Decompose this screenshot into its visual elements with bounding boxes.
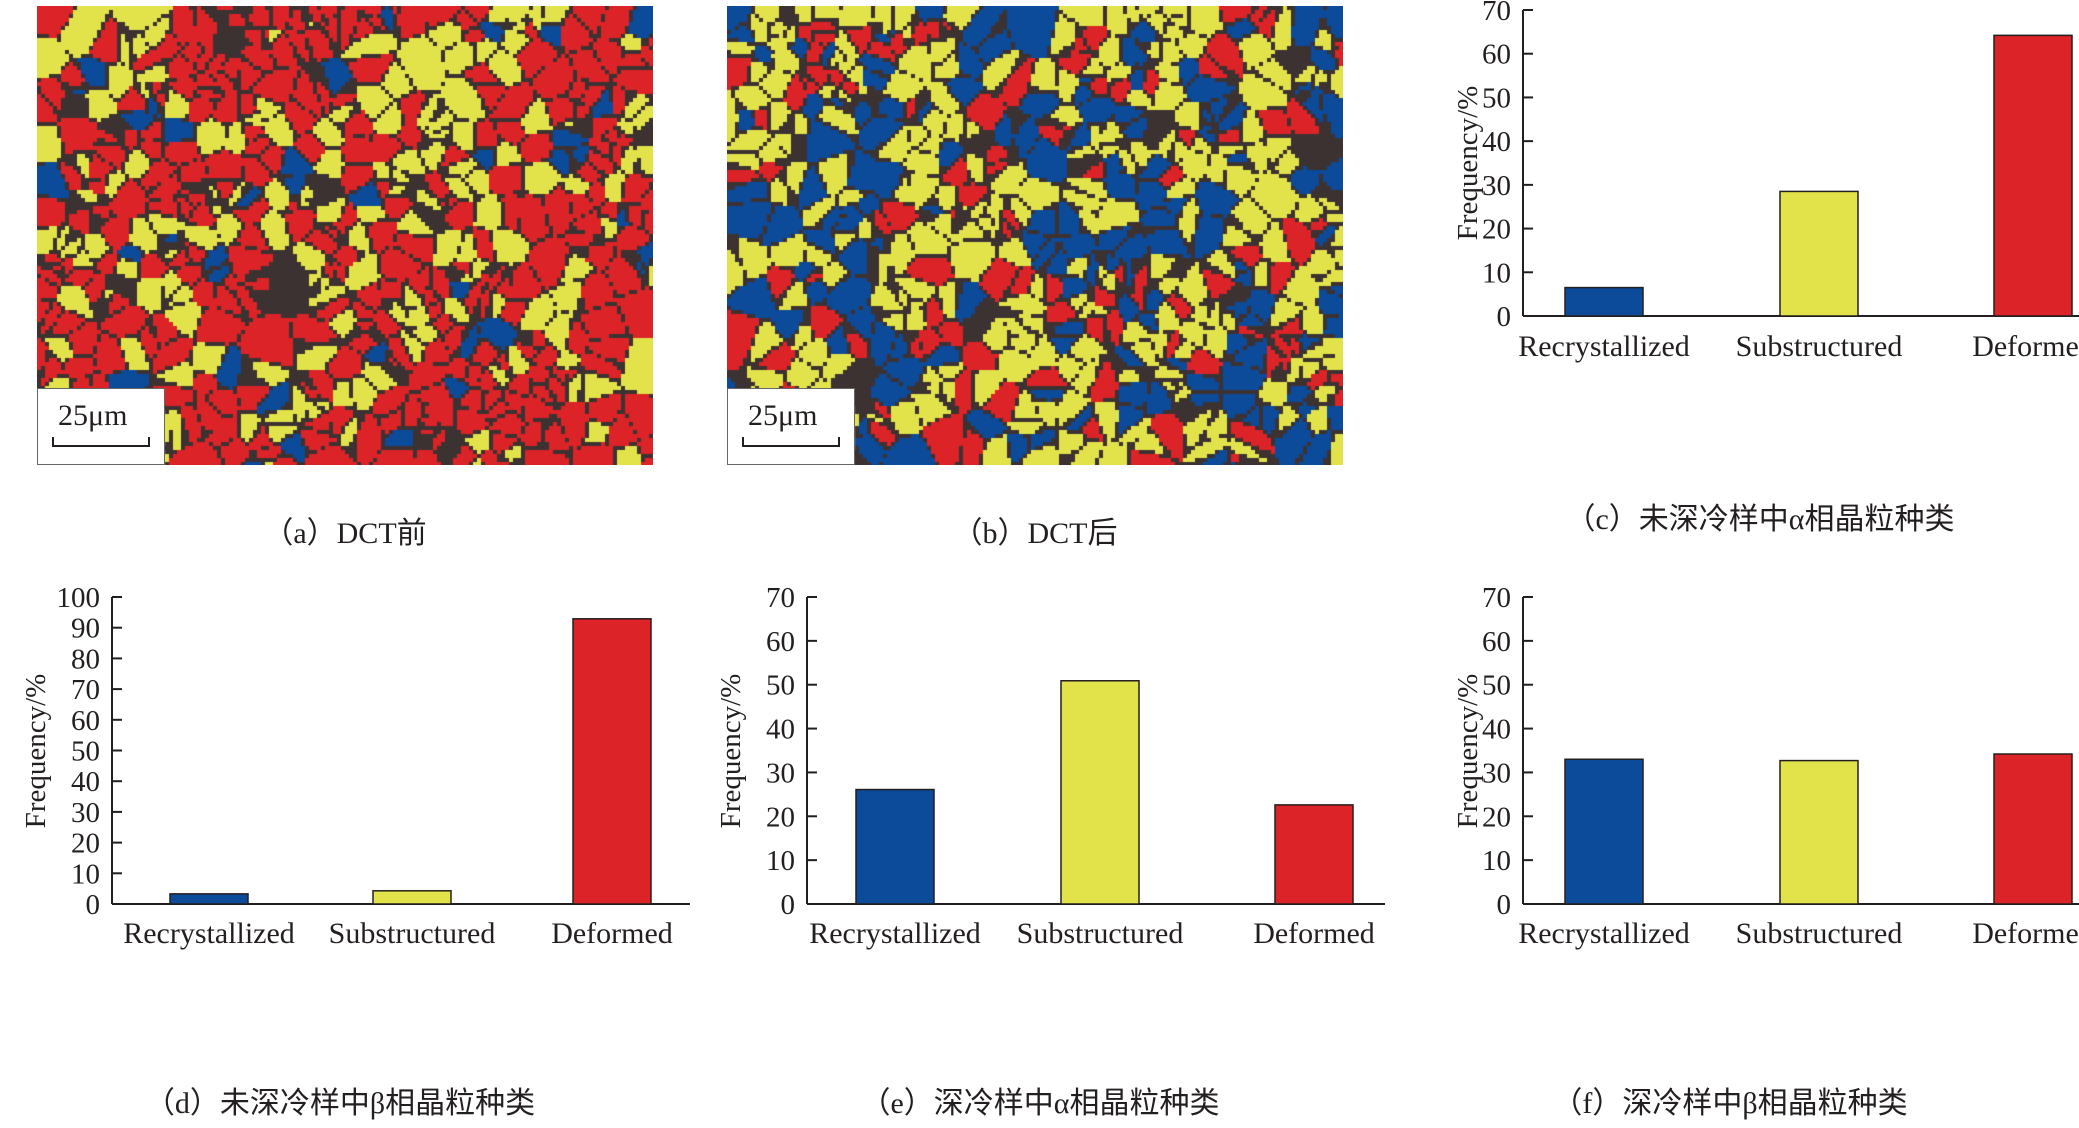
chart-f: 0 10 20 30 40 50 60 70 Frequency/% Recrystallized… <box>1452 582 2079 950</box>
y-tick-label: 0 <box>86 889 101 921</box>
y-tick-label: 0 <box>781 889 796 921</box>
bar-deformed <box>1993 34 2073 317</box>
x-category-label: Substructured <box>329 917 496 950</box>
y-tick-label: 60 <box>1482 626 1511 658</box>
y-tick-label: 70 <box>766 582 795 614</box>
scale-bar-tick-right-b <box>838 437 840 447</box>
caption-f: （f）深冷样中β相晶粒种类 <box>1552 1087 1908 1120</box>
y-axis-label: Frequency/% <box>1452 86 1484 241</box>
y-tick-label: 20 <box>766 801 795 833</box>
bar-substructured <box>1779 759 1859 905</box>
caption-b: （b）DCT后 <box>952 517 1118 550</box>
bar-substructured <box>1060 680 1140 905</box>
scale-bar-line-b <box>742 445 840 447</box>
y-tick-label: 60 <box>1482 39 1511 71</box>
scale-bar-tick-left-b <box>742 437 744 447</box>
bar-recrystallized <box>1564 758 1644 905</box>
bar-deformed <box>1993 753 2073 905</box>
y-tick-label: 50 <box>71 736 100 768</box>
chart-c: 0 10 20 30 40 50 60 70 Frequency/% Recrystallized… <box>1452 0 2079 363</box>
scale-bar-label-b: 25μm <box>748 399 818 432</box>
y-tick-label: 80 <box>71 643 100 675</box>
x-category-label: Substructured <box>1736 330 1903 363</box>
y-tick-label: 0 <box>1497 301 1512 333</box>
y-tick-label: 70 <box>1482 0 1511 27</box>
micrograph-b: 25μm <box>727 6 1343 465</box>
x-category-label: Substructured <box>1736 917 1903 950</box>
x-category-label: Deformed <box>1253 917 1375 950</box>
y-tick-label: 30 <box>1482 757 1511 789</box>
micrograph-a: 25μm <box>37 6 653 465</box>
y-tick-label: 40 <box>1482 714 1511 746</box>
y-axis-label: Frequency/% <box>1452 674 1484 829</box>
y-tick-label: 70 <box>71 674 100 706</box>
y-tick-label: 40 <box>766 714 795 746</box>
y-tick-label: 40 <box>1482 126 1511 158</box>
y-tick-label: 20 <box>71 828 100 860</box>
y-tick-label: 10 <box>71 858 100 890</box>
scale-bar-box-a: 25μm <box>37 388 165 465</box>
x-category-label: Deformed <box>1972 330 2079 363</box>
bar-recrystallized <box>1564 286 1644 317</box>
y-tick-label: 60 <box>766 626 795 658</box>
caption-d: （d）未深冷样中β相晶粒种类 <box>144 1087 536 1120</box>
scale-bar-tick-right-a <box>148 437 150 447</box>
x-category-label: Deformed <box>551 917 673 950</box>
x-category-label: Deformed <box>1972 917 2079 950</box>
y-tick-label: 30 <box>1482 170 1511 202</box>
bar-recrystallized <box>169 893 249 905</box>
y-tick-label: 60 <box>71 705 100 737</box>
y-axis-label: Frequency/% <box>715 674 747 829</box>
y-tick-label: 50 <box>1482 82 1511 114</box>
scale-bar-line-a <box>52 445 150 447</box>
scale-bar-box-b: 25μm <box>727 388 855 465</box>
x-category-label: Recrystallized <box>1518 330 1690 363</box>
x-category-label: Recrystallized <box>123 917 295 950</box>
caption-a: （a）DCT前 <box>263 517 427 550</box>
y-tick-label: 70 <box>1482 582 1511 614</box>
y-tick-label: 90 <box>71 613 100 645</box>
caption-c: （c）未深冷样中α相晶粒种类 <box>1565 503 1955 536</box>
y-tick-label: 10 <box>1482 257 1511 289</box>
y-axis-label: Frequency/% <box>20 674 52 829</box>
y-tick-label: 10 <box>766 845 795 877</box>
y-tick-label: 10 <box>1482 845 1511 877</box>
y-tick-label: 0 <box>1497 889 1512 921</box>
y-tick-label: 50 <box>1482 670 1511 702</box>
scale-bar-label-a: 25μm <box>58 399 128 432</box>
bar-substructured <box>1779 190 1859 317</box>
bar-deformed <box>572 618 652 905</box>
y-tick-label: 100 <box>57 582 101 614</box>
x-category-label: Recrystallized <box>809 917 981 950</box>
bar-deformed <box>1274 804 1354 905</box>
y-tick-label: 20 <box>1482 801 1511 833</box>
scale-bar-tick-left-a <box>52 437 54 447</box>
bar-substructured <box>372 890 452 905</box>
bar-recrystallized <box>855 788 935 905</box>
y-tick-label: 50 <box>766 670 795 702</box>
y-tick-label: 30 <box>71 797 100 829</box>
y-tick-label: 40 <box>71 766 100 798</box>
y-tick-label: 20 <box>1482 214 1511 246</box>
chart-e: 0 10 20 30 40 50 60 70 Frequency/% Recrystallized… <box>715 582 1385 950</box>
x-category-label: Recrystallized <box>1518 917 1690 950</box>
x-category-label: Substructured <box>1017 917 1184 950</box>
y-tick-label: 30 <box>766 757 795 789</box>
caption-e: （e）深冷样中α相晶粒种类 <box>860 1087 1220 1120</box>
